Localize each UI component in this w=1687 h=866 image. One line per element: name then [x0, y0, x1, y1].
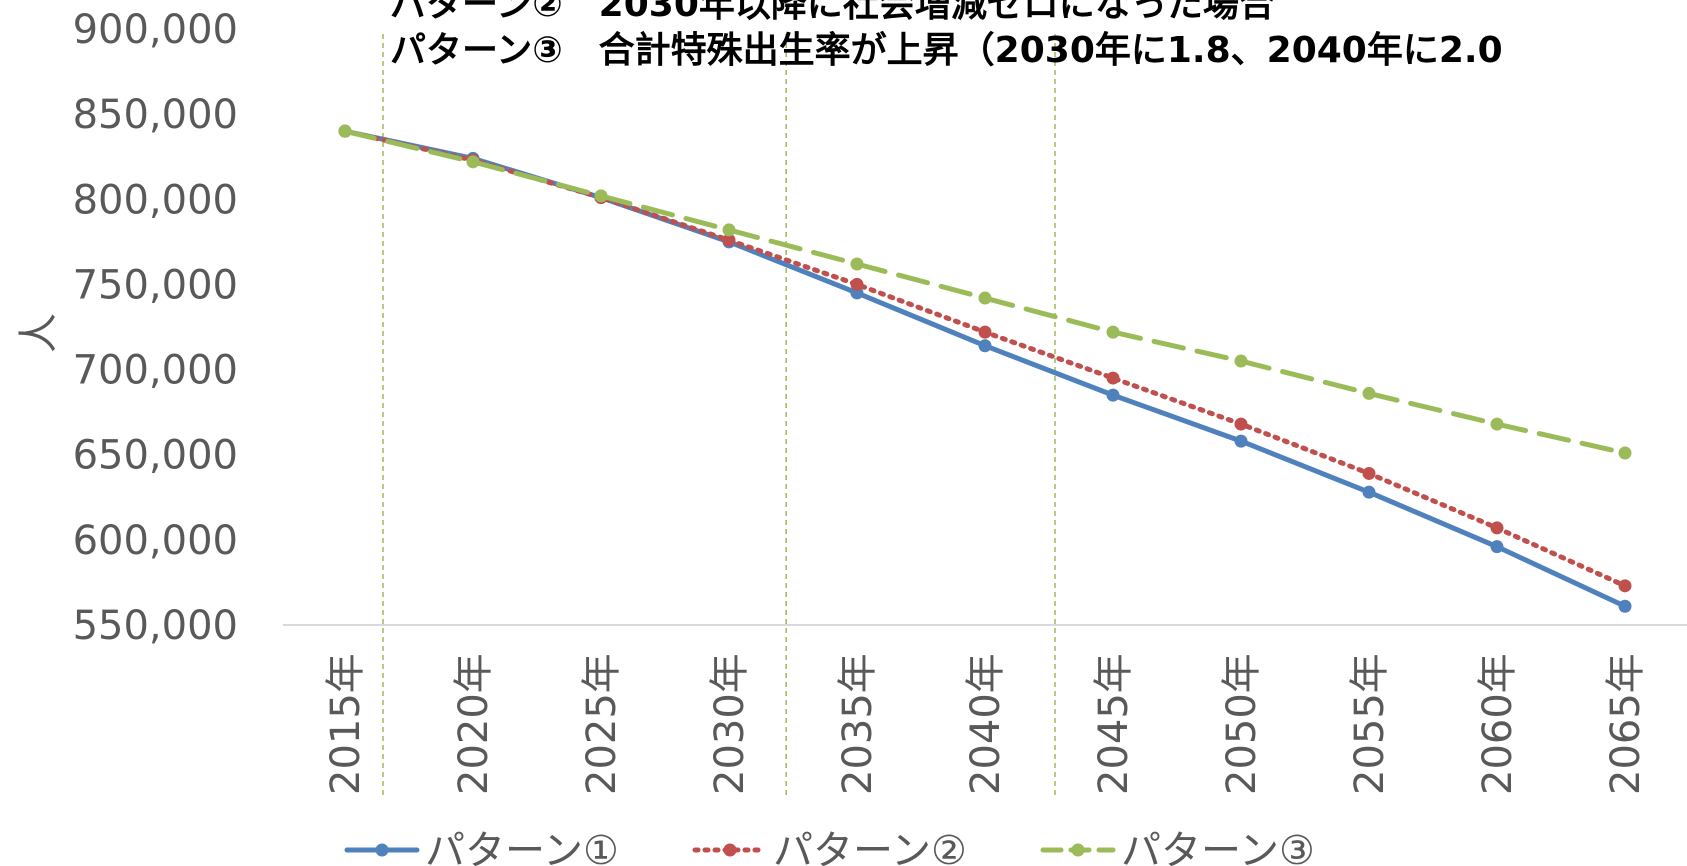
legend-label: パターン① [425, 828, 619, 866]
y-axis-label: 人 [16, 313, 62, 353]
x-tick-label: 2040年 [963, 653, 1009, 795]
x-tick-label: 2035年 [835, 653, 881, 795]
series-group [338, 124, 1632, 613]
x-tick-label: 2015年 [323, 653, 369, 795]
legend-label: パターン③ [1121, 828, 1315, 866]
x-tick-label: 2030年 [707, 653, 753, 795]
y-tick-label: 700,000 [73, 348, 238, 394]
legend-item-2: パターン② [692, 828, 967, 866]
legend-marker [1071, 843, 1085, 857]
data-point [978, 325, 992, 339]
legend: パターン① パターン② パターン③ [344, 828, 1315, 866]
x-tick-label: 2025年 [579, 653, 625, 795]
data-point [978, 291, 992, 305]
reference-lines [382, 34, 1056, 795]
series-line [342, 128, 1628, 609]
x-tick-label: 2060年 [1475, 653, 1521, 795]
data-point [1234, 354, 1248, 368]
data-point [1362, 485, 1376, 499]
legend-item-3: パターン③ [1040, 828, 1315, 866]
note-pattern-2: パターン② 2030年以降に社会増減ゼロになった場合 [390, 0, 1275, 25]
y-tick-label: 850,000 [73, 92, 238, 138]
y-tick-label: 750,000 [73, 262, 238, 308]
data-point [1362, 466, 1376, 480]
chart-notes: パターン② 2030年以降に社会増減ゼロになった場合 パターン③ 合計特殊出生率… [390, 0, 1503, 71]
data-point [722, 233, 736, 247]
data-point [1490, 521, 1504, 535]
y-tick-label: 600,000 [73, 518, 238, 564]
data-point [1362, 386, 1376, 400]
data-point [1234, 417, 1248, 431]
data-point [722, 223, 736, 237]
data-point [1234, 434, 1248, 448]
data-point [1618, 579, 1632, 593]
x-tick-label: 2020年 [451, 653, 497, 795]
data-point [1490, 540, 1504, 554]
data-point [1490, 417, 1504, 431]
legend-marker [723, 843, 737, 857]
data-point [850, 277, 864, 291]
legend-label: パターン② [773, 828, 967, 866]
data-point [1106, 325, 1120, 339]
x-axis: 2015年 2020年 2025年 2030年 2035年 2040年 2045年 2050年… [323, 653, 1649, 795]
data-point [594, 189, 608, 203]
y-tick-label: 550,000 [73, 603, 238, 649]
data-point [850, 257, 864, 271]
series-3 [338, 124, 1632, 460]
y-tick-label: 900,000 [73, 7, 238, 53]
legend-item-1: パターン① [344, 828, 619, 866]
y-axis: 900,000 850,000 800,000 750,000 700,000 650,0… [73, 7, 238, 649]
data-point [338, 124, 352, 138]
x-tick-label: 2065年 [1603, 653, 1649, 795]
legend-marker [375, 843, 389, 857]
data-point [466, 155, 480, 169]
note-pattern-3: パターン③ 合計特殊出生率が上昇（2030年に1.8、2040年に2.0 [390, 30, 1503, 71]
x-tick-label: 2045年 [1091, 653, 1137, 795]
data-point [1618, 599, 1632, 613]
data-point [978, 339, 992, 353]
y-tick-label: 650,000 [73, 433, 238, 479]
x-tick-label: 2055年 [1347, 653, 1393, 795]
x-tick-label: 2050年 [1219, 653, 1265, 795]
series-1 [338, 124, 1632, 613]
data-point [1618, 446, 1632, 460]
data-point [1106, 388, 1120, 402]
y-tick-label: 800,000 [73, 177, 238, 223]
data-point [1106, 371, 1120, 385]
